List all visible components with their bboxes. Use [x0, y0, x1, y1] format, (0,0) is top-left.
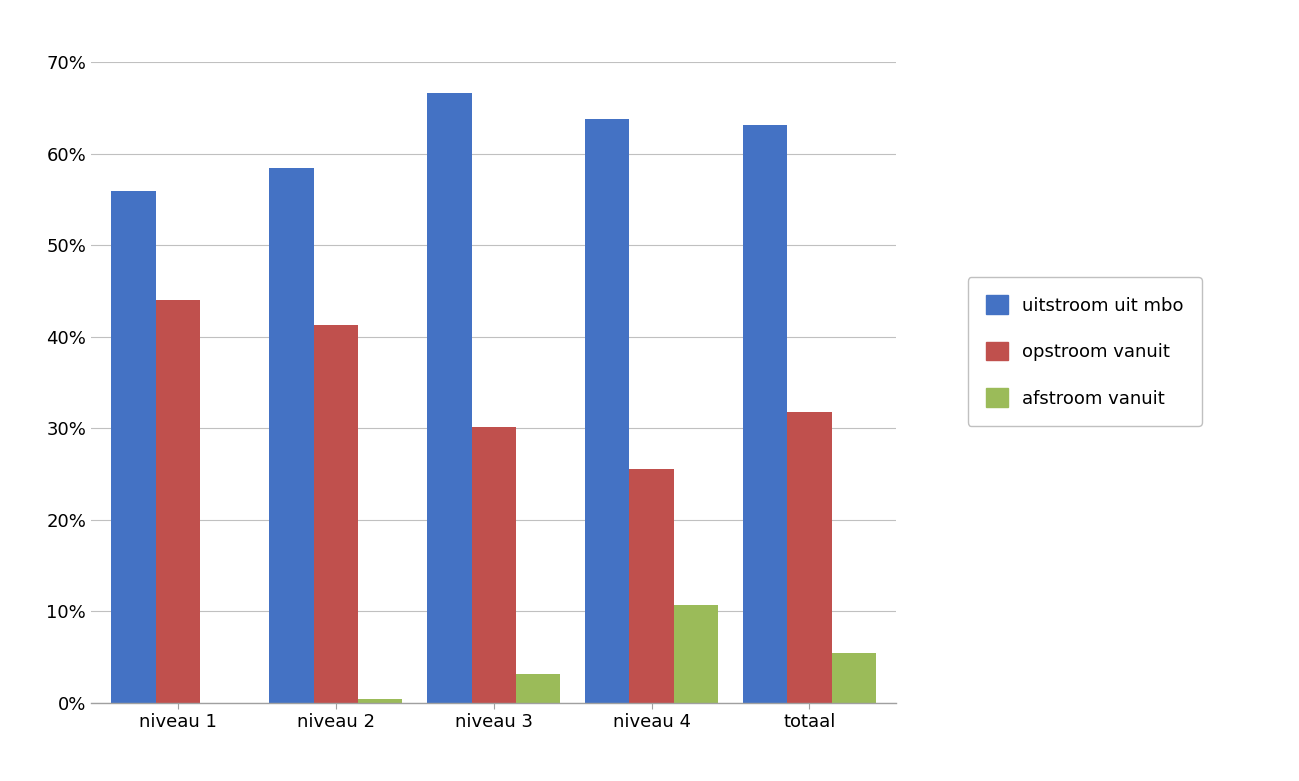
- Bar: [516, 674, 560, 703]
- Bar: [269, 168, 313, 703]
- Bar: [112, 191, 156, 703]
- Legend: uitstroom uit mbo, opstroom vanuit, afstroom vanuit: uitstroom uit mbo, opstroom vanuit, afst…: [968, 277, 1202, 426]
- Bar: [427, 93, 472, 703]
- Bar: [831, 654, 876, 703]
- Bar: [586, 119, 630, 703]
- Bar: [630, 469, 674, 703]
- Bar: [674, 605, 718, 703]
- Bar: [743, 125, 787, 703]
- Bar: [313, 325, 357, 703]
- Bar: [787, 412, 831, 703]
- Bar: [156, 301, 200, 703]
- Bar: [472, 426, 516, 703]
- Bar: [357, 699, 401, 703]
